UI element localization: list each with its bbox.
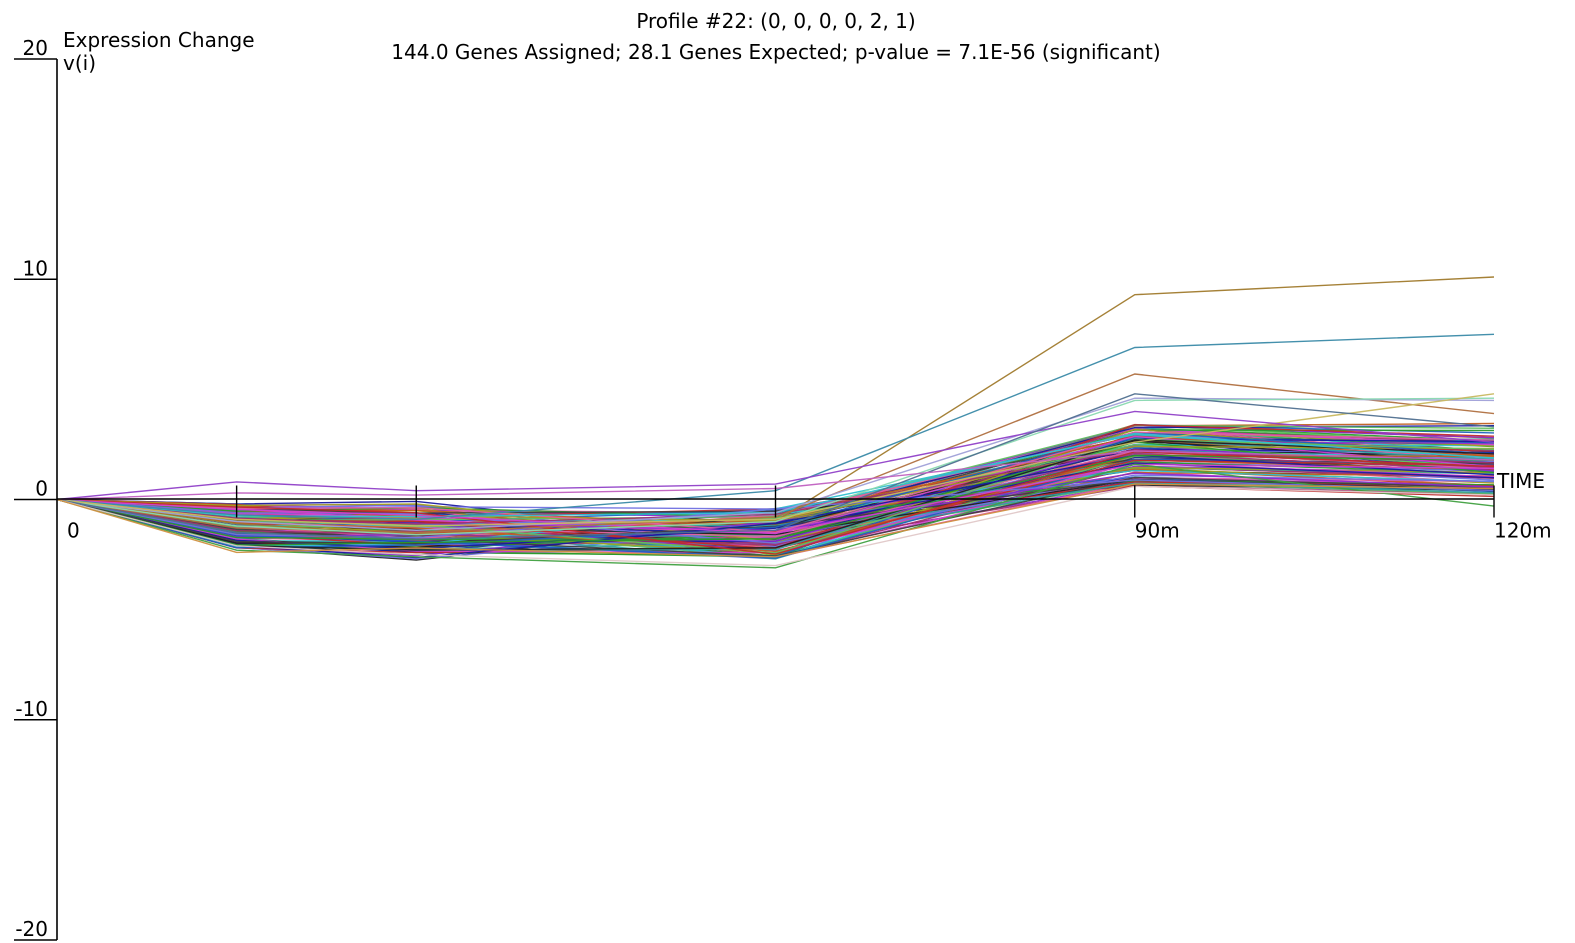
x-tick-label: 90m <box>1135 519 1180 543</box>
gene-profile-line <box>56 393 1495 540</box>
x-tick-label: 120m <box>1494 519 1552 543</box>
y-axis-sublabel: v(i) <box>63 51 96 75</box>
gene-profile-line <box>56 483 1495 558</box>
y-tick-label: -20 <box>15 917 48 941</box>
gene-profile-lines <box>56 276 1495 569</box>
x-axis-ticks: 0 90m 120m <box>67 485 1552 543</box>
y-axis-label: Expression Change <box>63 28 255 52</box>
gene-profile-line <box>56 410 1495 501</box>
gene-profile-line <box>56 373 1495 534</box>
y-tick-label: 20 <box>23 36 48 60</box>
gene-profile-line <box>56 485 1495 567</box>
gene-profile-line <box>56 451 1495 555</box>
gene-profile-line <box>56 397 1495 532</box>
gene-profile-line <box>56 397 1495 536</box>
gene-profile-line <box>56 431 1495 549</box>
gene-profile-line <box>56 479 1495 539</box>
x-axis-label: TIME <box>1496 469 1545 493</box>
y-axis-ticks: 20 10 0 -10 -20 <box>14 36 57 941</box>
gene-profile-line <box>56 450 1495 501</box>
gene-profile-line <box>56 432 1495 518</box>
gene-profile-line <box>56 463 1495 569</box>
chart-subtitle: 144.0 Genes Assigned; 28.1 Genes Expecte… <box>391 40 1160 64</box>
y-tick-label: 0 <box>35 477 48 501</box>
chart-title: Profile #22: (0, 0, 0, 0, 2, 1) <box>636 9 915 33</box>
gene-profile-line <box>56 393 1495 527</box>
gene-profile-line <box>56 333 1495 521</box>
x-tick-label: 0 <box>67 519 80 543</box>
y-tick-label: -10 <box>15 697 48 721</box>
y-tick-label: 10 <box>23 256 48 280</box>
